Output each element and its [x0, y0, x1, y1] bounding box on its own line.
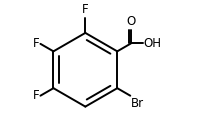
Text: F: F [33, 37, 39, 50]
Text: F: F [82, 3, 89, 16]
Text: F: F [33, 89, 39, 102]
Text: O: O [126, 15, 135, 28]
Text: Br: Br [131, 97, 144, 110]
Text: OH: OH [144, 37, 162, 50]
